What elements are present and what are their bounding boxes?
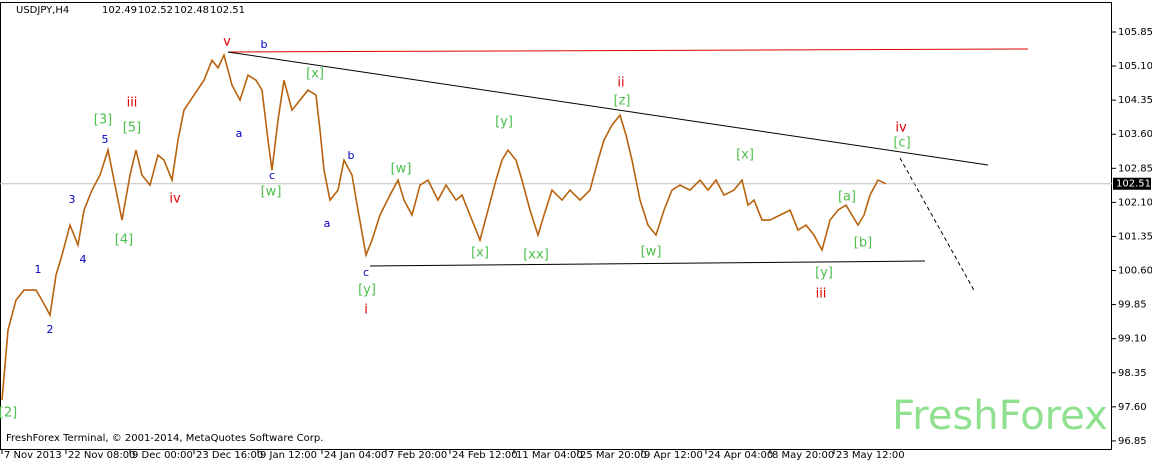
wave-label: a [324, 217, 331, 230]
upper-trendline [227, 51, 989, 166]
y-tick-label: 101.35 [1118, 231, 1152, 242]
y-tick-label: 96.85 [1118, 436, 1147, 447]
x-tick-label: 24 Apr 04:00 [708, 450, 773, 461]
chart-title: USDJPY,H4 [16, 5, 69, 16]
wave-label: [c] [893, 136, 910, 151]
wave-label: 2 [47, 323, 54, 336]
wave-label: 4 [80, 253, 87, 266]
wave-label: iv [169, 192, 181, 207]
y-tick-label: 102.10 [1118, 197, 1152, 208]
wave-label: [x] [471, 246, 489, 261]
x-tick-label: 9 Apr 12:00 [644, 450, 703, 461]
ohlc-value: 102.51 [210, 5, 245, 16]
wave-label: [z] [614, 94, 631, 109]
y-tick-label: 100.60 [1118, 266, 1152, 277]
x-tick-label: 9 Jan 12:00 [260, 450, 317, 461]
wave-label: [5] [123, 121, 141, 136]
wave-label: 3 [69, 193, 76, 206]
wave-label: [w] [391, 162, 412, 177]
x-tick-label: 23 May 12:00 [836, 450, 905, 461]
last-price-label: 102.51 [1116, 179, 1151, 190]
wave-label: c [269, 169, 275, 182]
x-tick-label: 11 Mar 04:00 [516, 450, 583, 461]
wave-label: [x] [306, 67, 324, 82]
wave-label: iv [895, 121, 907, 136]
y-tick-label: 105.10 [1118, 61, 1152, 72]
x-tick-label: 8 May 20:00 [772, 450, 834, 461]
x-tick-label: 25 Mar 20:00 [580, 450, 647, 461]
wave-label: 5 [102, 133, 109, 146]
x-tick-label: 22 Nov 08:00 [68, 450, 135, 461]
footer: FreshForex Terminal, © 2001-2014, MetaQu… [6, 433, 323, 444]
watermark: FreshForex [892, 393, 1108, 439]
y-tick-label: 102.85 [1118, 163, 1152, 174]
wave-label: c [363, 266, 369, 279]
wave-label: [4] [115, 233, 133, 248]
wave-label: [x] [736, 148, 754, 163]
x-tick-label: 23 Dec 16:00 [196, 450, 263, 461]
y-tick-label: 99.10 [1118, 334, 1147, 345]
wave-label: iii [127, 96, 138, 111]
wave-label: [y] [358, 283, 376, 298]
y-tick-label: 105.85 [1118, 27, 1152, 38]
y-tick-label: 104.35 [1118, 95, 1152, 106]
wave-label: 1 [35, 263, 42, 276]
resistance-line [227, 48, 1029, 53]
wave-label: [2] [0, 406, 17, 421]
x-tick-label: 9 Dec 00:00 [132, 450, 193, 461]
wave-label: [a] [838, 190, 856, 205]
price-line [1, 52, 887, 401]
wave-label: ii [617, 76, 624, 91]
wave-label: [y] [495, 115, 513, 130]
wave-label: i [364, 303, 368, 318]
x-tick-label: 7 Feb 20:00 [388, 450, 447, 461]
ohlc-value: 102.52 [138, 5, 173, 16]
ohlc-value: 102.49 [102, 5, 137, 16]
wave-label: [3] [94, 113, 112, 128]
wave-label: [w] [641, 245, 662, 260]
ohlc-value: 102.48 [174, 5, 209, 16]
y-tick-label: 99.85 [1118, 300, 1147, 311]
wave-label: [b] [854, 236, 872, 251]
x-tick-label: 24 Feb 12:00 [452, 450, 518, 461]
wave-label: iii [816, 287, 827, 302]
x-tick-label: 7 Nov 2013 [4, 450, 62, 461]
wave-label: [w] [261, 185, 282, 200]
wave-label: [y] [815, 266, 833, 281]
y-tick-label: 97.60 [1118, 402, 1147, 413]
wave-label: b [261, 38, 268, 51]
wave-label: b [348, 149, 355, 162]
wave-label: [xx] [523, 248, 549, 263]
wave-label: a [236, 127, 243, 140]
plot-frame [0, 2, 1112, 450]
y-tick-label: 98.35 [1118, 368, 1147, 379]
lower-trendline [369, 260, 926, 267]
forecast-line [899, 157, 976, 293]
last-price-tag [1113, 177, 1151, 190]
x-tick-label: 24 Jan 04:00 [324, 450, 387, 461]
wave-label: v [223, 35, 231, 50]
y-tick-label: 103.60 [1118, 129, 1152, 140]
